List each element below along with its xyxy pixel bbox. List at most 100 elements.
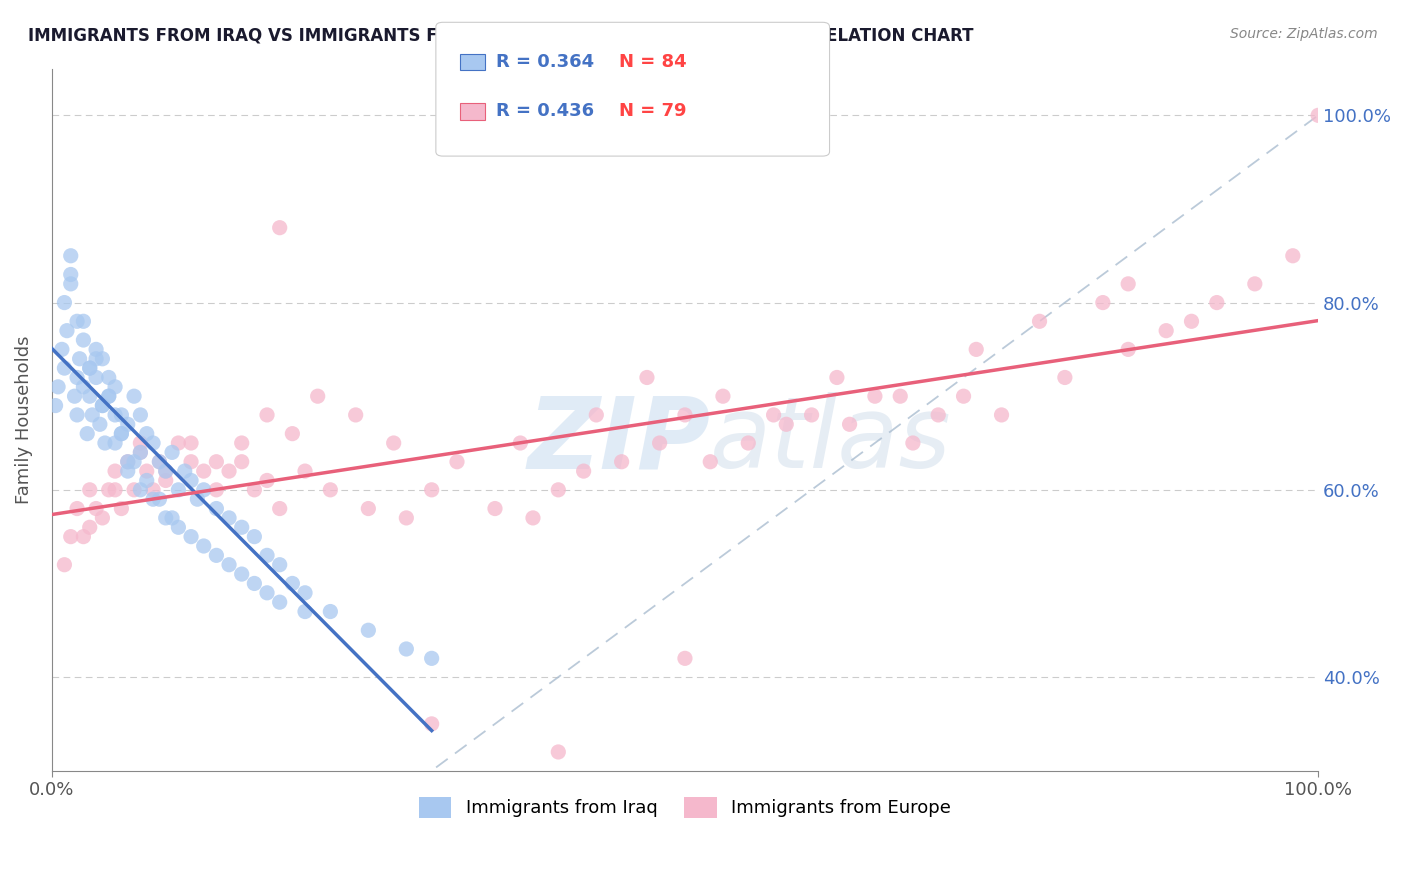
Point [173, 464, 195, 478]
Point [281, 426, 304, 441]
Point [76, 426, 98, 441]
Text: IMMIGRANTS FROM IRAQ VS IMMIGRANTS FROM EUROPE FAMILY HOUSEHOLDS CORRELATION CHA: IMMIGRANTS FROM IRAQ VS IMMIGRANTS FROM … [28, 27, 973, 45]
Point [51, 343, 73, 357]
Point [122, 455, 145, 469]
Point [1028, 314, 1050, 328]
Point [269, 595, 291, 609]
Point [122, 389, 145, 403]
Point [110, 426, 132, 441]
Point [1243, 277, 1265, 291]
Point [97, 389, 120, 403]
Point [56, 324, 79, 338]
Point [1116, 343, 1139, 357]
Point [66, 314, 89, 328]
Text: atlas: atlas [710, 392, 952, 489]
Point [193, 483, 215, 497]
Text: N = 84: N = 84 [619, 54, 686, 71]
Point [269, 501, 291, 516]
Point [66, 501, 89, 516]
Point [193, 539, 215, 553]
Point [205, 483, 228, 497]
Point [711, 389, 734, 403]
Point [420, 651, 443, 665]
Point [66, 408, 89, 422]
Point [104, 380, 127, 394]
Point [186, 492, 208, 507]
Point [180, 455, 202, 469]
Point [160, 511, 183, 525]
Point [737, 436, 759, 450]
Point [129, 408, 152, 422]
Point [129, 445, 152, 459]
Point [180, 436, 202, 450]
Point [167, 483, 190, 497]
Point [72, 530, 94, 544]
Point [775, 417, 797, 432]
Text: R = 0.436: R = 0.436 [496, 103, 595, 120]
Point [59, 249, 82, 263]
Point [79, 389, 101, 403]
Point [1116, 277, 1139, 291]
Point [294, 464, 316, 478]
Point [256, 586, 278, 600]
Point [952, 389, 974, 403]
Point [117, 417, 139, 432]
Point [547, 483, 569, 497]
Point [256, 474, 278, 488]
Point [69, 351, 91, 366]
Point [243, 530, 266, 544]
Point [395, 642, 418, 657]
Point [167, 520, 190, 534]
Point [1053, 370, 1076, 384]
Point [129, 445, 152, 459]
Point [218, 558, 240, 572]
Point [965, 343, 987, 357]
Point [307, 389, 329, 403]
Point [269, 558, 291, 572]
Point [117, 455, 139, 469]
Point [927, 408, 949, 422]
Point [135, 426, 157, 441]
Point [59, 268, 82, 282]
Point [1154, 324, 1177, 338]
Point [825, 370, 848, 384]
Text: ZIP: ZIP [527, 392, 710, 489]
Point [142, 483, 165, 497]
Point [104, 436, 127, 450]
Point [104, 483, 127, 497]
Point [110, 501, 132, 516]
Point [84, 343, 107, 357]
Point [294, 586, 316, 600]
Point [218, 511, 240, 525]
Point [91, 511, 114, 525]
Point [167, 436, 190, 450]
Point [243, 483, 266, 497]
Point [84, 501, 107, 516]
Point [1180, 314, 1202, 328]
Point [53, 361, 76, 376]
Point [110, 426, 132, 441]
Point [1205, 295, 1227, 310]
Point [155, 474, 177, 488]
Point [205, 549, 228, 563]
Point [231, 567, 253, 582]
Point [231, 520, 253, 534]
Point [1308, 108, 1330, 122]
Point [46, 380, 69, 394]
Point [53, 295, 76, 310]
Point [135, 474, 157, 488]
Point [63, 389, 86, 403]
Point [281, 576, 304, 591]
Point [357, 501, 380, 516]
Point [585, 408, 607, 422]
Point [122, 483, 145, 497]
Point [59, 530, 82, 544]
Point [104, 464, 127, 478]
Point [110, 408, 132, 422]
Point [395, 511, 418, 525]
Point [901, 436, 924, 450]
Point [91, 399, 114, 413]
Point [89, 417, 111, 432]
Point [269, 220, 291, 235]
Point [180, 530, 202, 544]
